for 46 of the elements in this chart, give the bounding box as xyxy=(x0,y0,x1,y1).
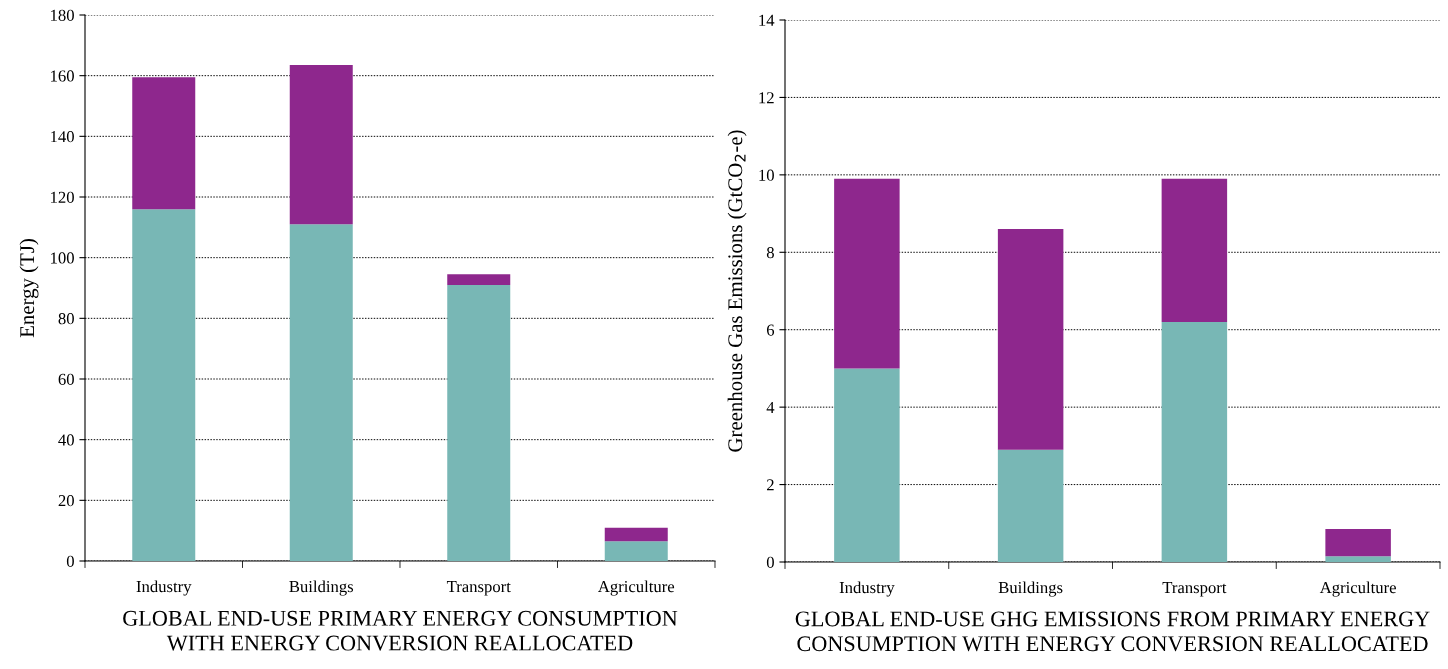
y-tick-label: 100 xyxy=(51,252,74,264)
bar xyxy=(289,65,353,225)
y-tick-label: 0 xyxy=(766,556,774,568)
bar xyxy=(1161,321,1228,562)
y-tick-label: 10 xyxy=(759,169,774,181)
bar xyxy=(834,178,900,369)
y-tick-label: 14 xyxy=(759,14,775,26)
text: GLOBAL END-USE GHG EMISSIONS FROM PRIMARY ENERGY CONSUMPTION WITH ENERGY CONVERSION REALLOCATED xyxy=(795,611,1430,652)
x-tick-label: Industry xyxy=(839,581,895,597)
y-tick-label: 180 xyxy=(51,9,74,21)
y-tick-label: 60 xyxy=(58,373,74,385)
bar xyxy=(604,527,668,542)
x-tick-label: Agriculture xyxy=(598,580,675,596)
y-tick-label: 4 xyxy=(766,401,775,413)
y-tick-label: 6 xyxy=(766,324,775,336)
x-tick-label: Agriculture xyxy=(1319,581,1396,597)
bar xyxy=(1161,178,1228,322)
bar xyxy=(997,449,1064,562)
y-tick-label: 0 xyxy=(66,555,74,567)
y-tick-label: 140 xyxy=(51,131,74,143)
bar xyxy=(997,229,1064,450)
y-tick-label: 120 xyxy=(51,191,74,203)
bar xyxy=(1325,556,1391,562)
text: GLOBAL END-USE PRIMARY ENERGY CONSUMPTION WITH ENERGY CONVERSION REALLOCATED xyxy=(123,610,678,651)
bar xyxy=(834,368,900,562)
bar xyxy=(132,77,196,210)
x-tick-label: Buildings xyxy=(998,581,1063,597)
y-tick-label: 80 xyxy=(58,313,74,325)
x-tick-label: Buildings xyxy=(289,580,354,596)
bar xyxy=(604,541,668,561)
x-tick-label: Industry xyxy=(136,580,192,596)
y-tick-label: 12 xyxy=(759,92,774,104)
y-axis-title: Energy (TJ) xyxy=(19,239,39,338)
y-tick-label: 8 xyxy=(766,246,774,259)
bar xyxy=(1325,529,1391,557)
y-tick-label: 160 xyxy=(51,70,74,82)
bar xyxy=(289,224,353,561)
bar xyxy=(447,274,511,285)
bar xyxy=(132,209,196,561)
y-tick-label: 2 xyxy=(766,479,774,491)
bar xyxy=(447,284,511,561)
x-tick-label: Transport xyxy=(446,581,511,596)
y-axis-title: Greenhouse Gas Emissions (GtCO$_{2}$-e) xyxy=(727,130,747,452)
y-tick-label: 20 xyxy=(58,495,74,507)
x-tick-label: Transport xyxy=(1162,582,1227,597)
y-tick-label: 40 xyxy=(58,434,74,446)
